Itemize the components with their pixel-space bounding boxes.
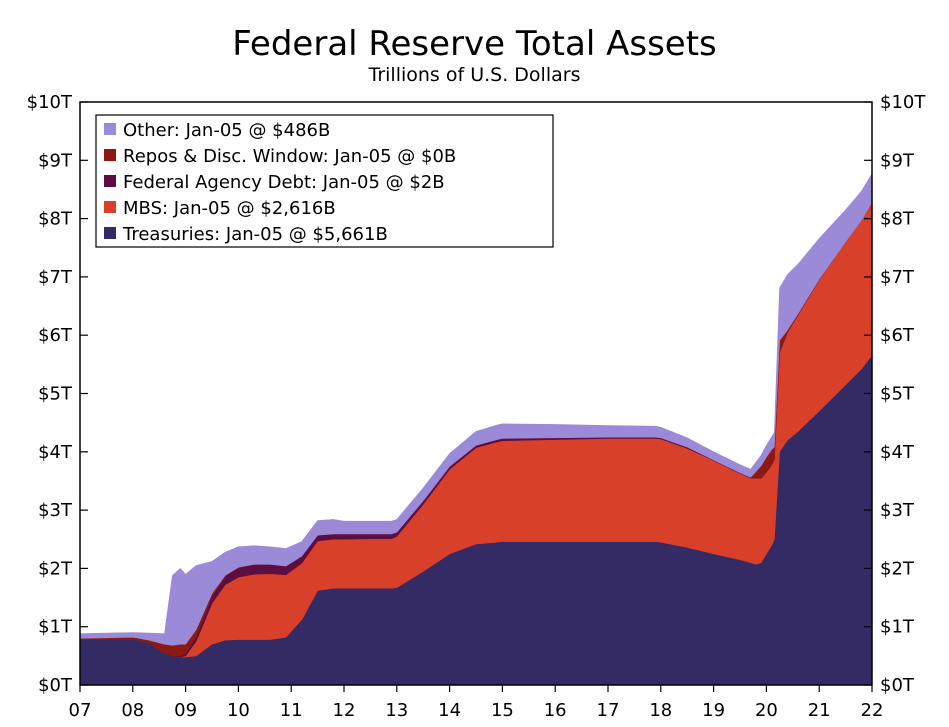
legend: Other: Jan-05 @ $486B Repos & Disc. Windo… bbox=[95, 114, 554, 248]
legend-box bbox=[95, 114, 554, 248]
y-tick-label-right: $0T bbox=[880, 675, 915, 696]
y-tick-label-left: $2T bbox=[38, 558, 73, 579]
legend-label: Repos & Disc. Window: Jan-05 @ $0B bbox=[123, 146, 456, 167]
y-tick-label-left: $5T bbox=[38, 384, 73, 405]
y-tick-label-right: $3T bbox=[880, 500, 915, 521]
x-tick-label: 16 bbox=[544, 700, 567, 721]
legend-swatch bbox=[104, 227, 116, 239]
y-tick-label-right: $2T bbox=[880, 558, 915, 579]
legend-swatch bbox=[104, 175, 116, 187]
y-tick-label-left: $0T bbox=[38, 675, 73, 696]
x-tick-label: 22 bbox=[861, 700, 884, 721]
y-tick-label-right: $5T bbox=[880, 384, 915, 405]
x-tick-label: 12 bbox=[333, 700, 356, 721]
y-tick-label-left: $6T bbox=[38, 325, 73, 346]
chart-title: Federal Reserve Total Assets bbox=[232, 24, 717, 64]
x-tick-label: 11 bbox=[280, 700, 303, 721]
x-tick-label: 18 bbox=[649, 700, 672, 721]
legend-label: Treasuries: Jan-05 @ $5,661B bbox=[122, 224, 388, 245]
x-tick-label: 19 bbox=[702, 700, 725, 721]
x-tick-label: 14 bbox=[438, 700, 461, 721]
x-tick-label: 15 bbox=[491, 700, 514, 721]
x-tick-label: 17 bbox=[597, 700, 620, 721]
x-tick-label: 08 bbox=[121, 700, 144, 721]
x-tick-label: 21 bbox=[808, 700, 831, 721]
y-tick-label-right: $8T bbox=[880, 209, 915, 230]
legend-label: Other: Jan-05 @ $486B bbox=[123, 120, 330, 141]
y-tick-label-right: $9T bbox=[880, 150, 915, 171]
y-tick-label-right: $6T bbox=[880, 325, 915, 346]
y-tick-label-left: $3T bbox=[38, 500, 73, 521]
y-tick-label-right: $4T bbox=[880, 442, 915, 463]
legend-swatch bbox=[104, 123, 116, 135]
y-tick-label-left: $10T bbox=[27, 92, 73, 113]
y-tick-label-left: $7T bbox=[38, 267, 73, 288]
x-tick-label: 09 bbox=[174, 700, 197, 721]
y-tick-label-left: $9T bbox=[38, 150, 73, 171]
y-tick-label-right: $10T bbox=[880, 92, 926, 113]
x-tick-label: 13 bbox=[385, 700, 408, 721]
y-tick-label-right: $1T bbox=[880, 617, 915, 638]
y-tick-label-right: $7T bbox=[880, 267, 915, 288]
y-tick-label-left: $4T bbox=[38, 442, 73, 463]
chart-subtitle: Trillions of U.S. Dollars bbox=[368, 64, 581, 86]
x-tick-label: 07 bbox=[69, 700, 92, 721]
legend-label: Federal Agency Debt: Jan-05 @ $2B bbox=[123, 172, 445, 193]
legend-swatch bbox=[104, 201, 116, 213]
legend-swatch bbox=[104, 149, 116, 161]
legend-label: MBS: Jan-05 @ $2,616B bbox=[123, 198, 336, 219]
y-tick-label-left: $1T bbox=[38, 617, 73, 638]
y-tick-label-left: $8T bbox=[38, 209, 73, 230]
x-tick-label: 20 bbox=[755, 700, 778, 721]
x-tick-label: 10 bbox=[227, 700, 250, 721]
